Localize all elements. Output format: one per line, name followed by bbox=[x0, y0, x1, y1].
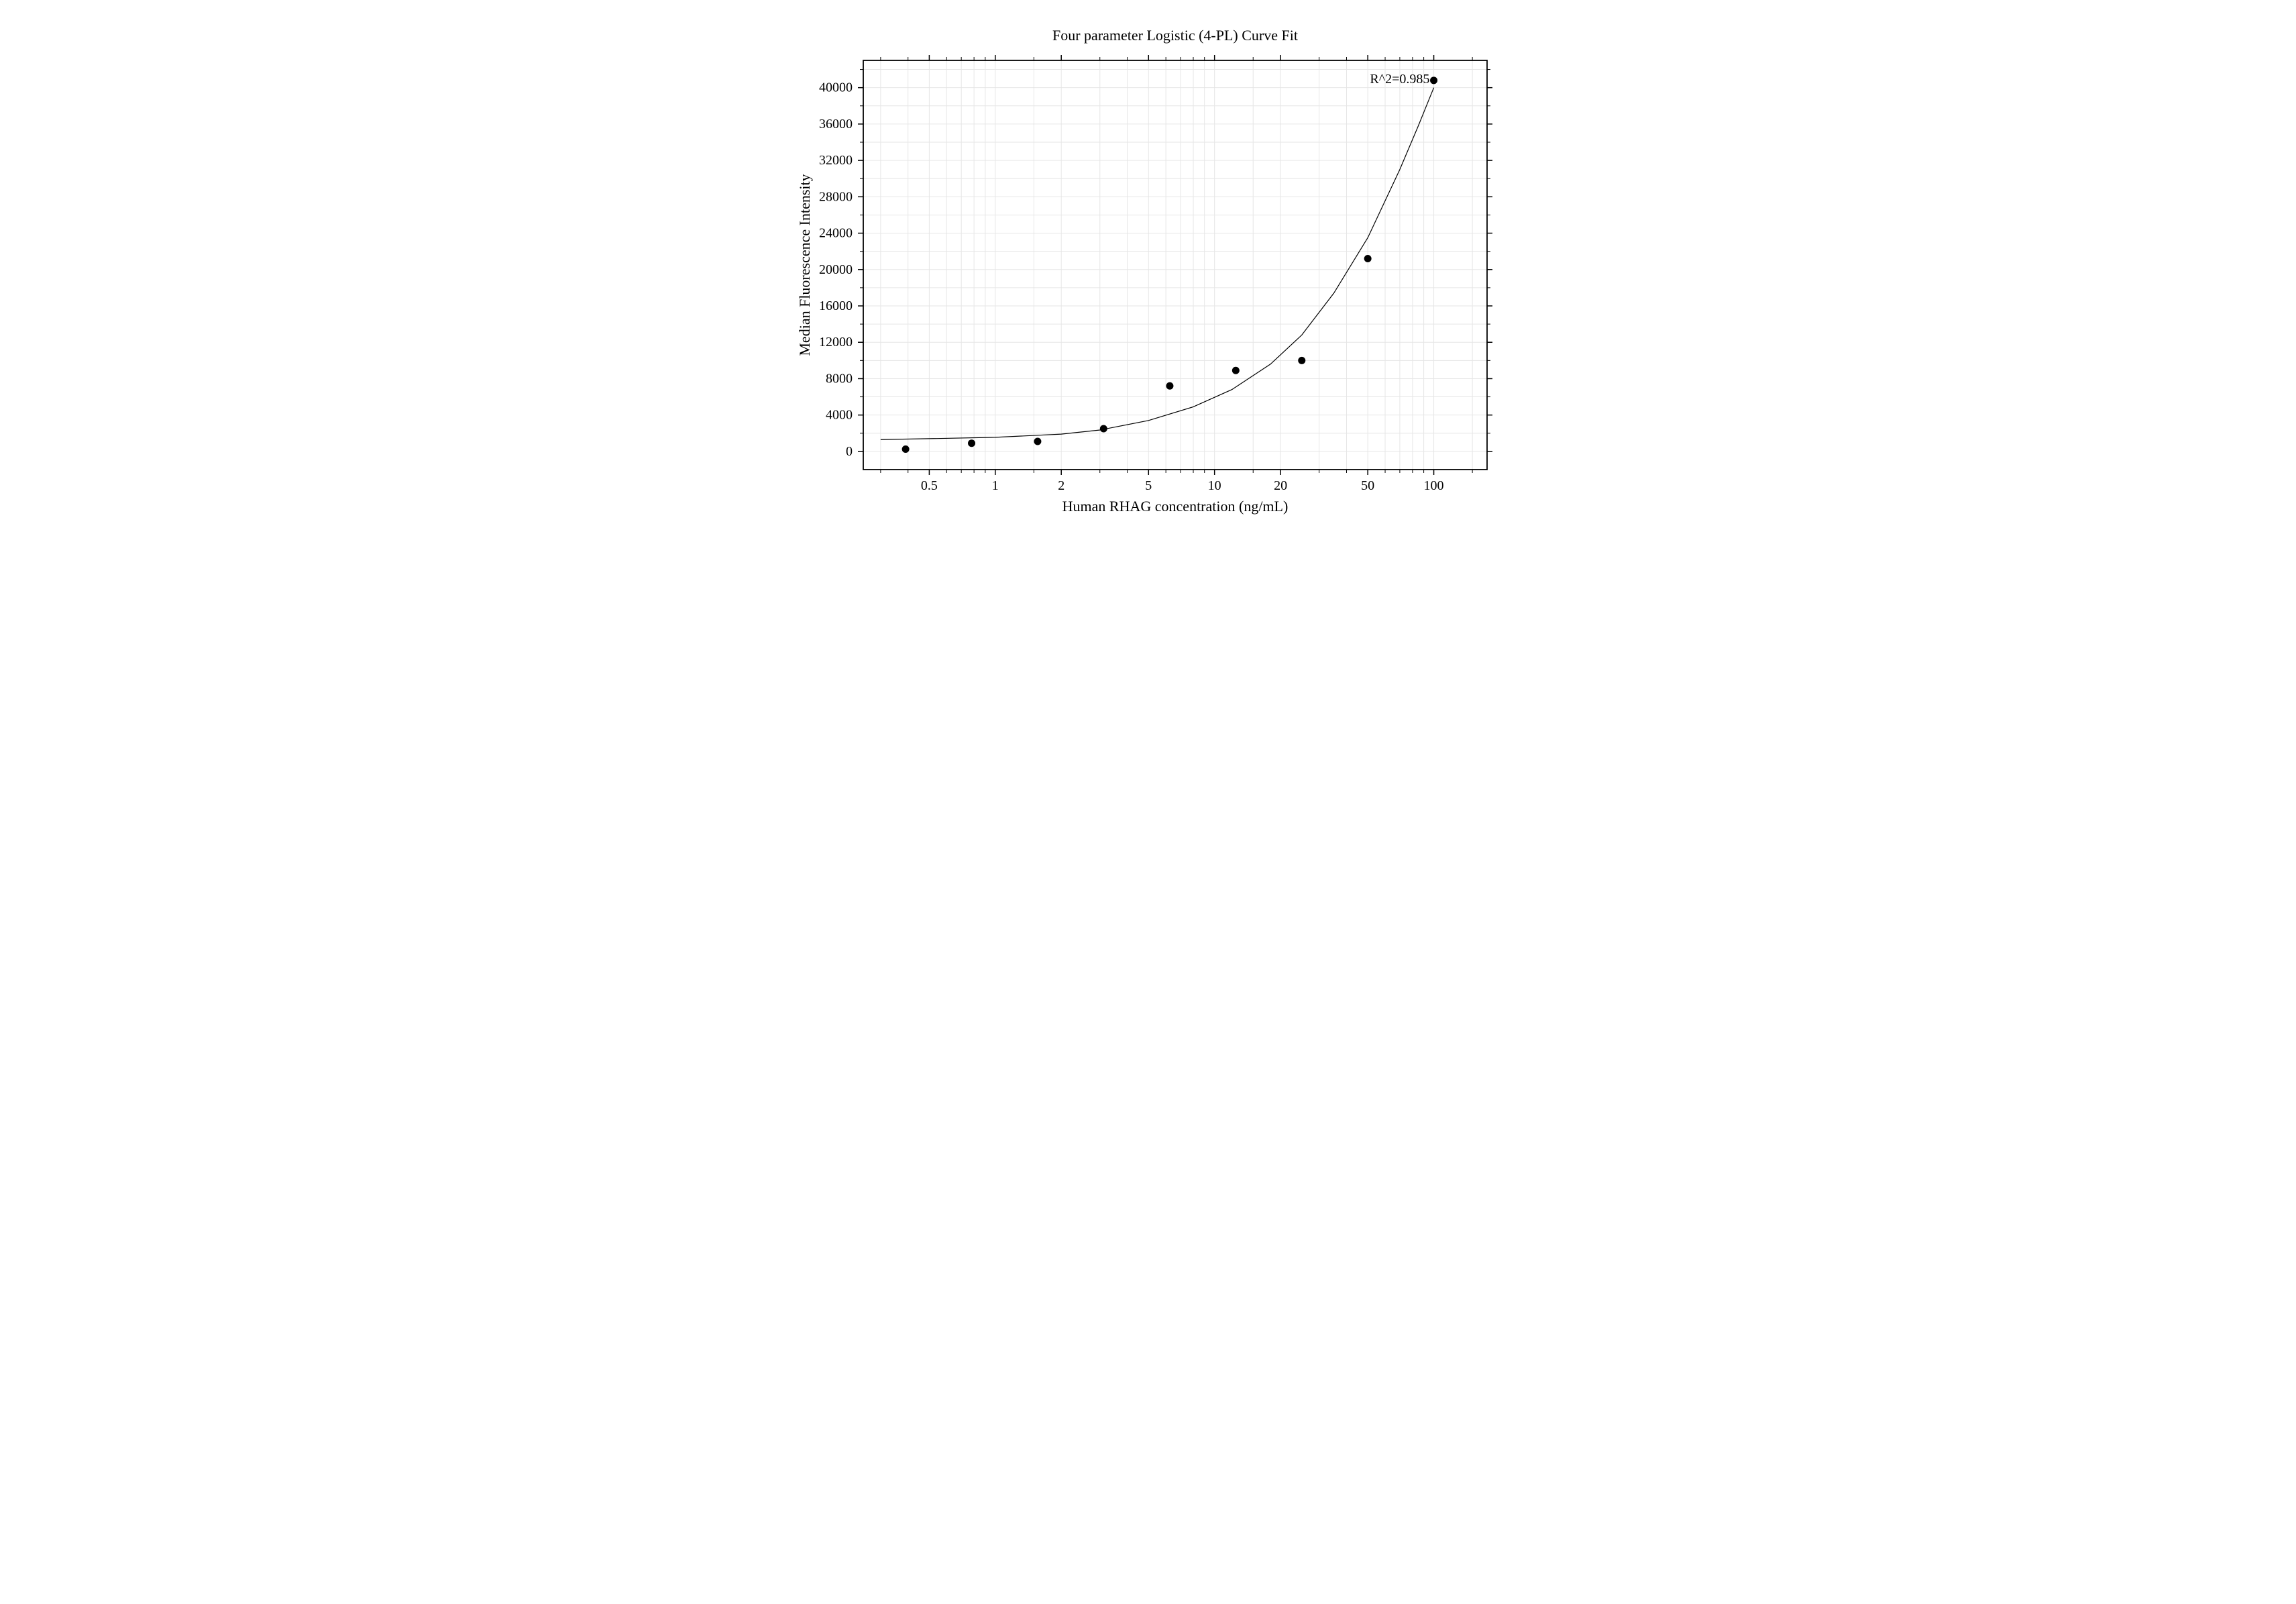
data-point bbox=[968, 439, 975, 447]
y-axis-label: Median Fluorescence Intensity bbox=[796, 174, 813, 356]
y-tick-label: 0 bbox=[846, 444, 853, 459]
x-tick-label: 5 bbox=[1145, 478, 1152, 493]
data-point bbox=[1298, 357, 1305, 364]
chart-title: Four parameter Logistic (4-PL) Curve Fit bbox=[1052, 27, 1298, 44]
data-point bbox=[1099, 425, 1107, 433]
x-tick-label: 50 bbox=[1361, 478, 1374, 493]
data-point bbox=[901, 445, 909, 453]
x-tick-label: 100 bbox=[1423, 478, 1443, 493]
data-point bbox=[1430, 76, 1437, 84]
x-tick-label: 0.5 bbox=[920, 478, 937, 493]
x-tick-label: 1 bbox=[991, 478, 998, 493]
x-tick-label: 10 bbox=[1207, 478, 1221, 493]
curve-fit-chart: 0.5 1 2 5 10 20 50 100 0 4000 8000 12000 16000 20000 2… bbox=[763, 20, 1534, 557]
data-point bbox=[1232, 367, 1239, 374]
y-tick-label: 40000 bbox=[819, 81, 853, 95]
y-tick-label: 12000 bbox=[819, 335, 853, 350]
y-tick-label: 24000 bbox=[819, 226, 853, 241]
data-point bbox=[1034, 437, 1041, 445]
r-squared-annotation: R^2=0.985 bbox=[1370, 72, 1429, 87]
data-point bbox=[1166, 382, 1173, 390]
x-tick-label: 20 bbox=[1274, 478, 1287, 493]
x-tick-label: 2 bbox=[1058, 478, 1064, 493]
y-tick-label: 28000 bbox=[819, 189, 853, 204]
y-tick-label: 36000 bbox=[819, 117, 853, 131]
data-point bbox=[1364, 255, 1371, 262]
y-tick-label: 16000 bbox=[819, 299, 853, 313]
x-axis-label: Human RHAG concentration (ng/mL) bbox=[1062, 498, 1288, 515]
y-tick-label: 32000 bbox=[819, 153, 853, 168]
y-tick-label: 8000 bbox=[826, 371, 853, 386]
y-tick-label: 4000 bbox=[826, 408, 853, 423]
chart-container: 0.5 1 2 5 10 20 50 100 0 4000 8000 12000 16000 20000 2… bbox=[763, 20, 1534, 557]
y-tick-label: 20000 bbox=[819, 262, 853, 277]
